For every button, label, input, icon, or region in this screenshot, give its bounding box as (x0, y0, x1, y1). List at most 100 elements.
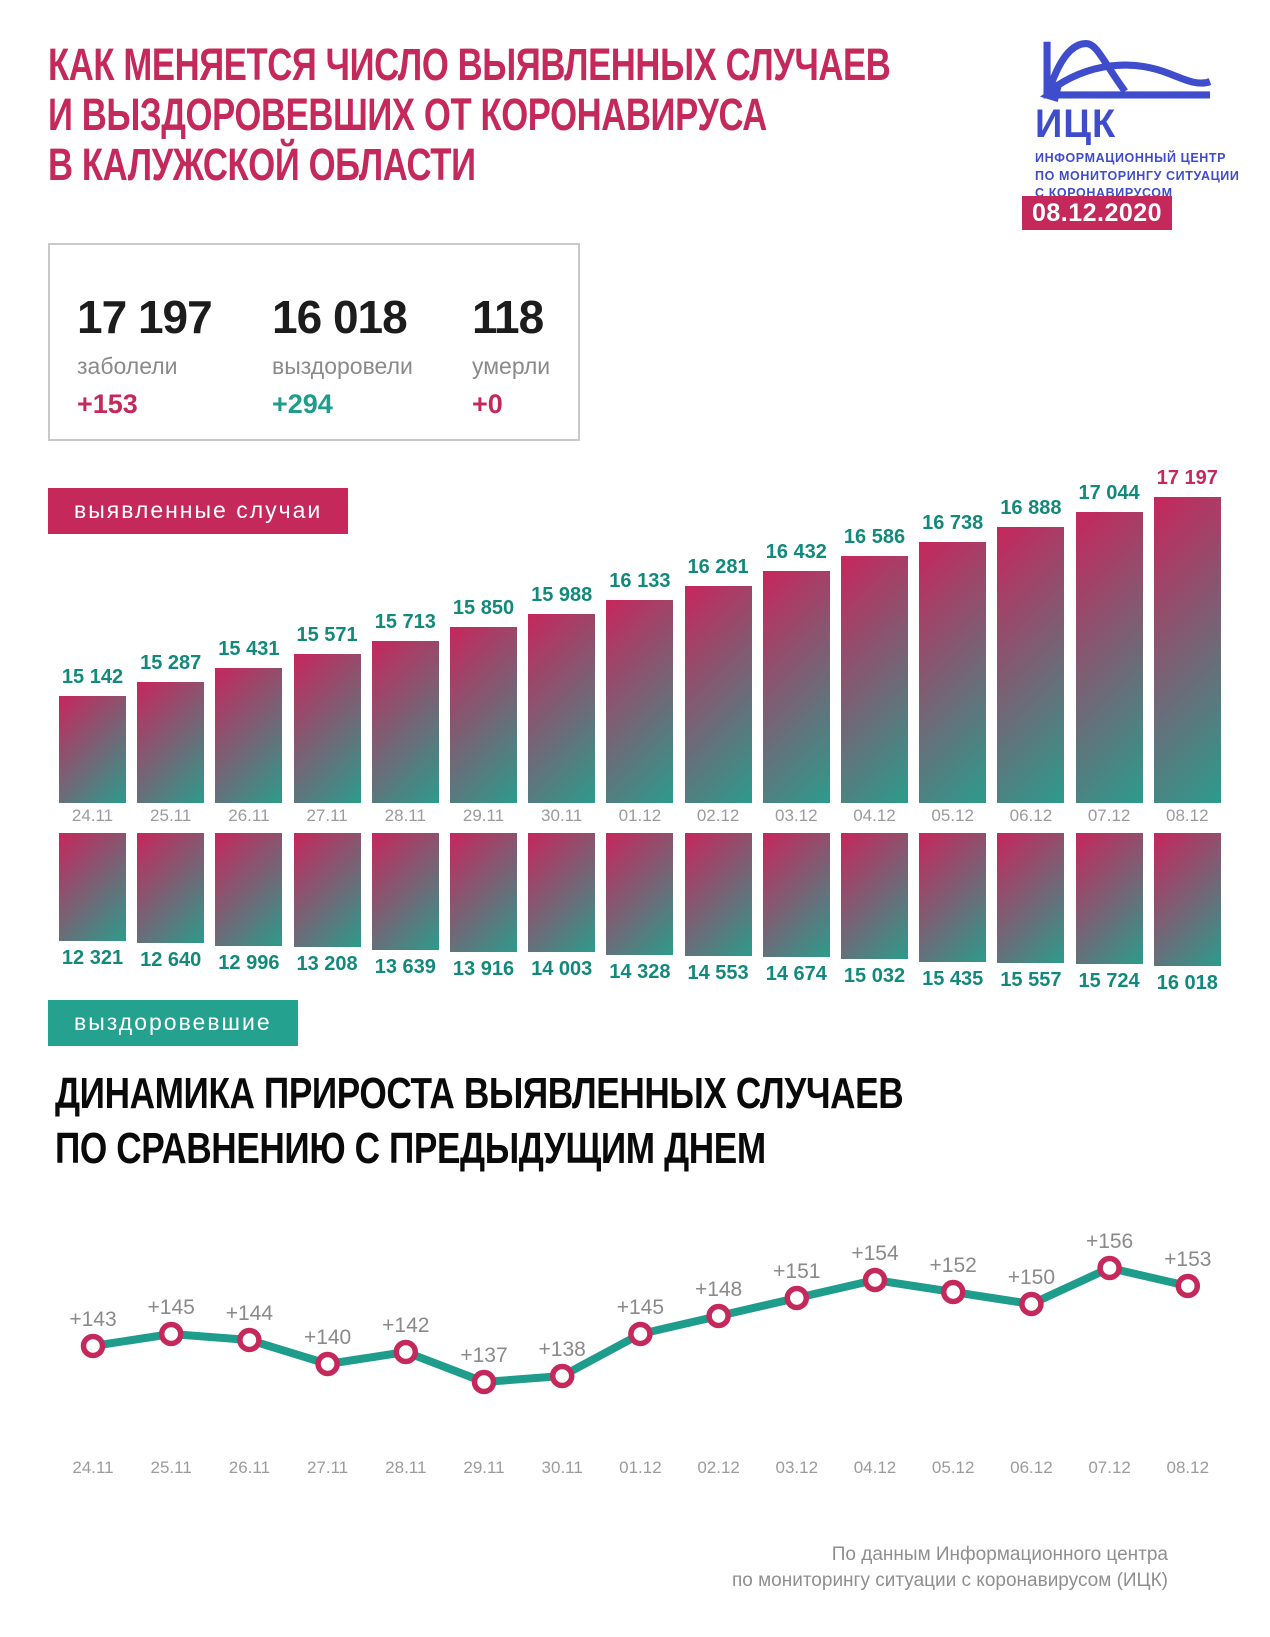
source-line-2: по мониторингу ситуации с коронавирусом … (731, 1570, 1168, 1591)
growth-point-label: +145 (616, 1296, 665, 1319)
detected-bar-label: 15 571 (296, 624, 358, 647)
growth-point-marker (940, 1279, 966, 1305)
growth-point-marker (784, 1285, 810, 1311)
detected-bar (1153, 497, 1221, 803)
detected-bar (528, 614, 596, 803)
detected-bar-label: 16 432 (765, 541, 827, 564)
epidemic-curve-icon (1039, 40, 1212, 102)
detected-bar (762, 571, 830, 803)
recovered-bar-label: 15 724 (1078, 970, 1140, 993)
growth-point-label: +145 (147, 1296, 195, 1319)
recovered-bar (59, 833, 126, 941)
bar-date-label: 01.12 (618, 806, 662, 825)
detected-bar (684, 585, 752, 803)
detected-bar (450, 627, 517, 803)
growth-point-marker (80, 1333, 106, 1359)
stat-recovered-delta: +294 (272, 389, 333, 419)
recovered-bar (1075, 833, 1143, 965)
recovered-bar (293, 833, 361, 948)
detected-bar-label: 16 586 (843, 526, 906, 549)
detected-bar (371, 640, 439, 803)
recovered-bar (450, 833, 517, 952)
bar-date-label: 06.12 (1009, 806, 1053, 825)
recovered-bar-label: 12 996 (218, 951, 280, 974)
detected-bar-label: 15 850 (452, 597, 515, 620)
growth-x-label: 05.12 (931, 1458, 975, 1477)
bar-date-label: 26.11 (228, 806, 270, 825)
growth-x-label: 25.11 (150, 1458, 192, 1477)
recovered-bar (919, 833, 987, 963)
icc-logo-abbr: ИЦК (1035, 102, 1117, 146)
growth-x-label: 03.12 (775, 1458, 819, 1477)
stat-infected-label: заболели (77, 353, 178, 379)
growth-point-marker (862, 1267, 888, 1293)
growth-x-label: 01.12 (619, 1458, 662, 1477)
detected-bar-label: 16 133 (609, 570, 671, 593)
detected-bar (606, 600, 674, 803)
recovered-bar-label: 14 003 (531, 958, 593, 981)
icc-caption-line-2: ПО МОНИТОРИНГУ СИТУАЦИИ (1035, 168, 1240, 183)
recovered-bar-label: 14 674 (765, 963, 827, 985)
detected-bar (215, 668, 283, 803)
recovered-bar-label: 14 553 (687, 962, 749, 985)
recovered-bar-label: 13 208 (296, 953, 358, 976)
recovered-bar (606, 833, 674, 955)
stat-infected-delta: +153 (77, 389, 138, 419)
recovered-bar-label: 14 328 (609, 960, 671, 983)
stat-infected-value: 17 197 (77, 291, 213, 343)
bar-date-label: 08.12 (1166, 806, 1209, 825)
growth-point-label: +154 (851, 1242, 899, 1265)
stat-deaths-delta: +0 (472, 389, 503, 419)
page-title-line-1: КАК МЕНЯЕТСЯ ЧИСЛО ВЫЯВЛЕННЫХ СЛУЧАЕВ (48, 39, 891, 90)
growth-x-label: 28.11 (385, 1458, 427, 1477)
growth-point-label: +156 (1085, 1230, 1134, 1253)
bar-date-label: 30.11 (541, 806, 583, 825)
recovered-bar (215, 833, 283, 946)
growth-point-marker (706, 1303, 731, 1329)
growth-point-marker (237, 1327, 262, 1353)
growth-point-marker (1175, 1273, 1201, 1299)
recovered-bar (1153, 833, 1221, 967)
recovered-bar-label: 13 639 (374, 955, 436, 978)
bar-date-label: 25.11 (150, 806, 192, 825)
detected-bar-label: 16 888 (1000, 496, 1062, 519)
recovered-bar (997, 833, 1065, 963)
stat-recovered-label: выздоровели (272, 353, 413, 379)
growth-point-label: +138 (538, 1338, 586, 1361)
source-line-1: По данным Информационного центра (831, 1544, 1168, 1565)
detected-bar-label: 17 044 (1078, 481, 1140, 504)
recovered-bar (762, 833, 830, 957)
growth-x-label: 27.11 (306, 1458, 349, 1477)
detected-bar-label: 15 988 (531, 584, 593, 607)
growth-point-marker (315, 1351, 340, 1377)
detected-bar-label: 16 738 (922, 511, 984, 534)
detected-bar-label: 17 197 (1156, 467, 1218, 490)
growth-point-label: +153 (1164, 1248, 1212, 1271)
growth-point-marker (471, 1369, 497, 1395)
growth-point-label: +148 (694, 1278, 743, 1301)
bar-date-label: 02.12 (696, 806, 740, 825)
stat-deaths: 118 умерли +0 (472, 290, 550, 420)
recovered-cases-badge: выздоровевшие (48, 1000, 298, 1046)
growth-point-label: +150 (1007, 1266, 1056, 1289)
growth-x-label: 04.12 (853, 1458, 897, 1477)
stat-deaths-label: умерли (472, 353, 551, 379)
detected-bar (919, 541, 987, 803)
summary-stats-box: 17 197 заболели +153 16 018 выздоровели … (48, 243, 580, 441)
recovered-bar-label: 12 321 (61, 947, 124, 969)
growth-x-label: 29.11 (463, 1458, 505, 1477)
icc-caption-line-1: ИНФОРМАЦИОННЫЙ ЦЕНТР (1035, 151, 1227, 165)
bar-date-label: 24.11 (71, 806, 114, 825)
bar-date-label: 03.12 (775, 806, 818, 825)
detected-cases-badge: выявленные случаи (48, 488, 349, 534)
bar-date-label: 05.12 (931, 806, 974, 825)
growth-x-label: 08.12 (1166, 1458, 1210, 1477)
recovered-bar-label: 12 640 (140, 949, 202, 972)
growth-point-label: +142 (382, 1314, 430, 1337)
recovered-bar (841, 833, 908, 960)
detected-bar-label: 15 287 (140, 651, 202, 674)
stat-recovered-value: 16 018 (272, 291, 408, 343)
detected-bar-label: 16 281 (687, 555, 749, 578)
page-title-line-3: В КАЛУЖСКОЙ ОБЛАСТИ (48, 139, 476, 190)
stat-deaths-value: 118 (472, 291, 544, 343)
